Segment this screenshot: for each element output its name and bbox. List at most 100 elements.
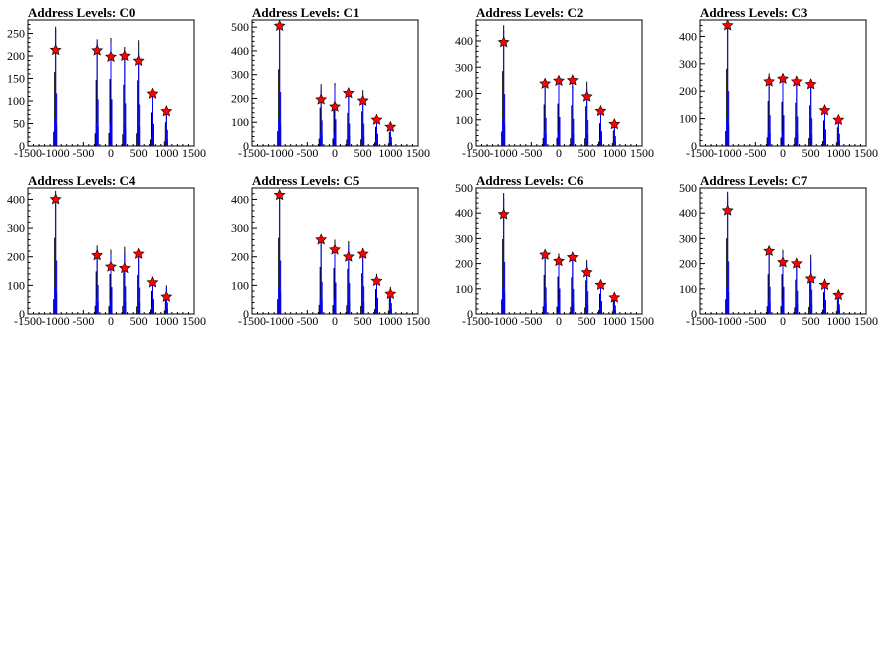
y-tick-label: 300 xyxy=(231,68,249,82)
x-tick-label: -500 xyxy=(296,314,318,328)
peak-marker xyxy=(553,254,565,267)
peak-marker xyxy=(49,43,62,56)
peak-marker xyxy=(132,54,145,66)
peak-marker xyxy=(553,74,565,86)
x-tick-label: 0 xyxy=(332,146,338,160)
x-tick-label: 1500 xyxy=(182,146,206,160)
x-tick-label: -1500 xyxy=(686,146,714,160)
y-tick-label: 400 xyxy=(7,192,25,206)
peak-marker xyxy=(608,117,621,130)
peak-marker xyxy=(370,113,383,125)
chart-panel-7: Address Levels: C7-1500 -1000 -500 0 500 1000… xyxy=(679,173,878,328)
x-tick-label: -1000 xyxy=(490,314,518,328)
y-tick-label: 100 xyxy=(679,282,697,296)
peak-marker xyxy=(539,248,552,260)
y-tick-label: 50 xyxy=(13,117,25,131)
x-tick-label: 500 xyxy=(578,146,596,160)
x-tick-label: 0 xyxy=(556,146,562,160)
peak-marker xyxy=(566,74,579,86)
x-tick-label: -1000 xyxy=(266,146,294,160)
peak-marker xyxy=(342,86,355,99)
x-tick-label: 1500 xyxy=(854,146,878,160)
y-tick-label: 400 xyxy=(231,192,249,206)
peak-marker xyxy=(146,276,159,288)
y-tick-label: 100 xyxy=(455,282,473,296)
x-tick-label: -1500 xyxy=(14,146,42,160)
y-tick-label: 200 xyxy=(679,84,697,98)
x-tick-label: -1000 xyxy=(490,146,518,160)
x-tick-label: 500 xyxy=(130,146,148,160)
peak-marker xyxy=(594,104,607,117)
x-tick-label: 500 xyxy=(354,314,372,328)
peak-marker xyxy=(818,278,831,291)
x-tick-label: -1500 xyxy=(462,146,490,160)
chart-title: Address Levels: C2 xyxy=(476,5,583,20)
y-tick-label: 100 xyxy=(7,94,25,108)
peak-marker xyxy=(356,247,369,259)
x-tick-label: -500 xyxy=(296,146,318,160)
x-tick-label: -500 xyxy=(744,146,766,160)
peak-marker xyxy=(497,36,510,48)
peak-marker xyxy=(721,204,734,216)
x-tick-label: 1500 xyxy=(406,146,430,160)
y-tick-label: 400 xyxy=(455,34,473,48)
y-tick-label: 100 xyxy=(679,112,697,126)
peak-marker xyxy=(608,291,621,303)
x-tick-label: 500 xyxy=(802,314,820,328)
peak-marker xyxy=(273,188,286,201)
peak-marker xyxy=(315,93,328,105)
x-tick-label: 1000 xyxy=(154,314,178,328)
peak-marker xyxy=(105,50,117,62)
chart-title: Address Levels: C0 xyxy=(28,5,135,20)
peak-marker xyxy=(132,247,145,259)
peak-marker xyxy=(763,75,776,87)
y-tick-label: 300 xyxy=(455,60,473,74)
y-tick-label: 0 xyxy=(243,139,249,153)
peak-marker xyxy=(804,78,817,90)
y-tick-label: 100 xyxy=(231,115,249,129)
peak-marker xyxy=(777,72,789,84)
x-tick-label: 1000 xyxy=(602,146,626,160)
x-tick-label: 0 xyxy=(332,314,338,328)
x-tick-label: -500 xyxy=(72,314,94,328)
peak-marker xyxy=(160,105,173,117)
x-tick-label: -1500 xyxy=(238,314,266,328)
y-tick-label: 150 xyxy=(7,72,25,86)
peak-marker xyxy=(763,244,776,257)
x-tick-label: 1500 xyxy=(182,314,206,328)
chart-panel-2: Address Levels: C2 -1500 -1000 -500 0 500 1000… xyxy=(455,5,654,160)
x-tick-label: -1500 xyxy=(686,314,714,328)
y-tick-label: 200 xyxy=(679,257,697,271)
peak-marker xyxy=(273,19,286,31)
x-tick-label: 500 xyxy=(354,146,372,160)
y-tick-label: 500 xyxy=(679,181,697,195)
peak-marker xyxy=(818,104,831,116)
x-tick-label: 0 xyxy=(780,314,786,328)
x-tick-label: 1000 xyxy=(826,146,850,160)
peak-marker xyxy=(594,278,607,291)
x-tick-label: 1500 xyxy=(854,314,878,328)
x-tick-label: -1000 xyxy=(42,146,70,160)
y-tick-label: 0 xyxy=(467,307,473,321)
chart-title: Address Levels: C7 xyxy=(700,173,808,188)
y-tick-label: 400 xyxy=(679,206,697,220)
x-tick-label: -500 xyxy=(72,146,94,160)
chart-title: Address Levels: C6 xyxy=(476,173,584,188)
y-tick-label: 0 xyxy=(467,139,473,153)
y-tick-label: 200 xyxy=(7,250,25,264)
chart-panel-1: Address Levels: C1-1500 -1000 -500 0 500 1000… xyxy=(231,5,430,160)
chart-panel-5: Address Levels: C5-1500 -1000 -500 0 500 1000… xyxy=(231,173,430,328)
y-tick-label: 0 xyxy=(691,307,697,321)
y-tick-label: 400 xyxy=(455,206,473,220)
chart-panel-0: Address Levels: C0-1500 -1000 -500 0 500 1000… xyxy=(7,5,206,160)
x-tick-label: 1000 xyxy=(378,314,402,328)
x-tick-label: 0 xyxy=(108,146,114,160)
peak-marker xyxy=(91,249,104,261)
y-tick-label: 0 xyxy=(243,307,249,321)
x-tick-label: -1500 xyxy=(238,146,266,160)
x-tick-label: -500 xyxy=(744,314,766,328)
x-tick-label: -500 xyxy=(520,146,542,160)
chart-title: Address Levels: C1 xyxy=(252,5,359,20)
x-tick-label: 500 xyxy=(130,314,148,328)
y-tick-label: 250 xyxy=(7,27,25,41)
